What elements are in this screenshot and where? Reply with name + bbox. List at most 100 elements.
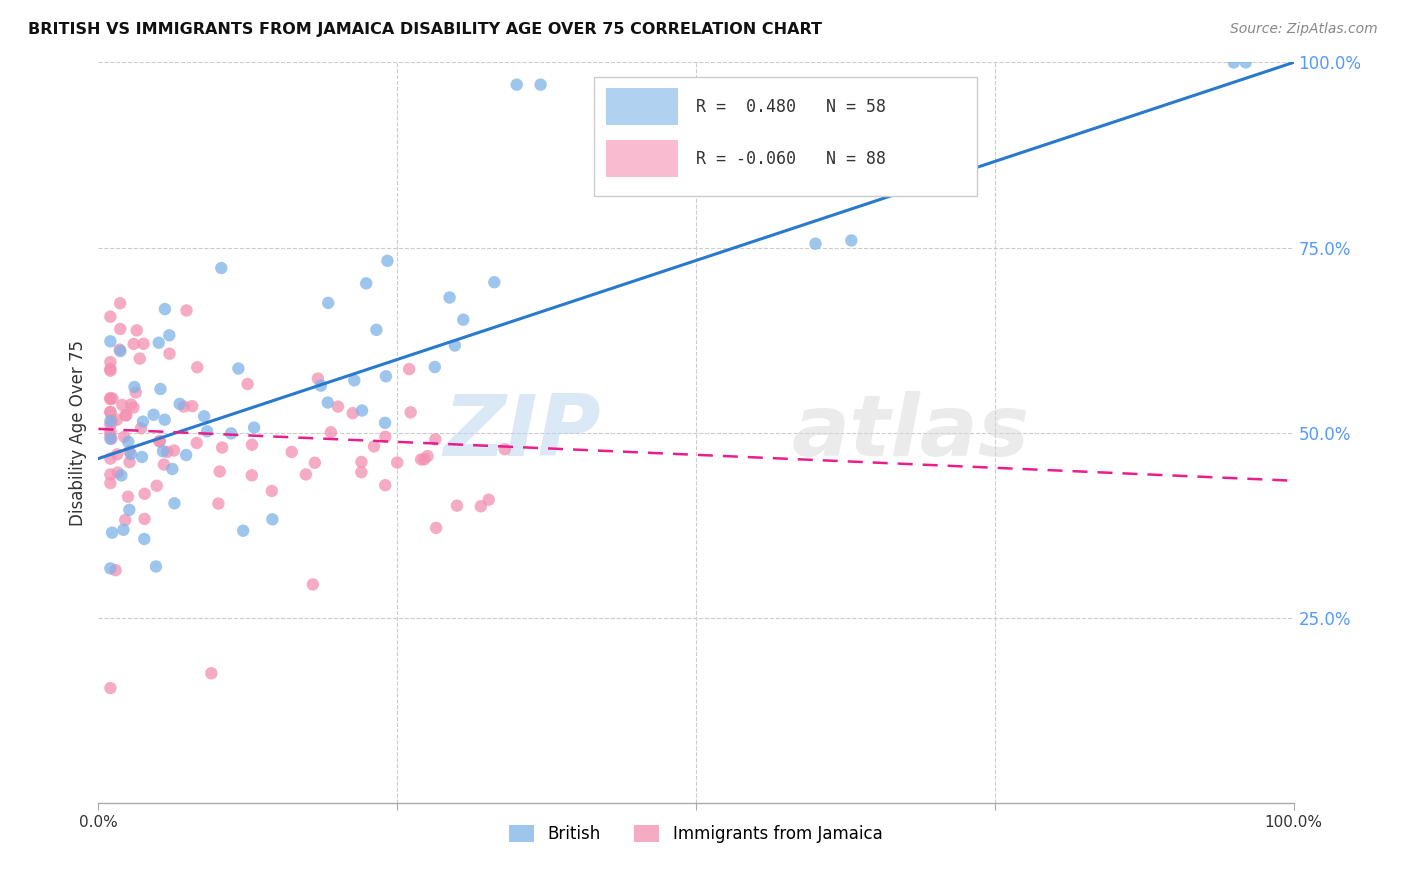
Y-axis label: Disability Age Over 75: Disability Age Over 75 <box>69 340 87 525</box>
Point <box>186 436 208 450</box>
Point <box>112 430 135 444</box>
Point <box>236 376 259 391</box>
Point <box>98 418 122 433</box>
Point <box>98 476 122 491</box>
Point <box>159 346 181 360</box>
Point <box>411 452 433 467</box>
Point <box>148 434 170 449</box>
Point <box>163 443 186 458</box>
Point <box>104 563 127 577</box>
Point <box>841 234 863 248</box>
Point <box>506 78 529 92</box>
Point <box>98 405 122 419</box>
Point <box>176 303 198 318</box>
Point <box>114 409 136 423</box>
Point <box>243 420 266 434</box>
Point <box>240 438 263 452</box>
Text: atlas: atlas <box>792 391 1029 475</box>
Point <box>354 277 377 291</box>
Point <box>804 236 827 251</box>
Text: BRITISH VS IMMIGRANTS FROM JAMAICA DISABILITY AGE OVER 75 CORRELATION CHART: BRITISH VS IMMIGRANTS FROM JAMAICA DISAB… <box>28 22 823 37</box>
Point <box>153 413 176 427</box>
Point <box>108 296 131 310</box>
Point <box>228 361 250 376</box>
Point <box>193 409 215 424</box>
Point <box>385 456 409 470</box>
Point <box>117 490 139 504</box>
Point <box>142 408 165 422</box>
Point <box>374 478 396 492</box>
Point <box>342 406 364 420</box>
Point <box>374 369 396 384</box>
Point <box>494 442 516 457</box>
Point <box>352 403 374 417</box>
Point <box>122 401 145 415</box>
Point <box>343 373 366 387</box>
Point <box>110 468 132 483</box>
Point <box>117 434 139 449</box>
Text: R = -0.060   N = 88: R = -0.060 N = 88 <box>696 150 886 168</box>
Point <box>219 426 242 441</box>
Point <box>118 455 141 469</box>
Point <box>98 681 122 695</box>
Point <box>98 467 122 482</box>
Point <box>105 447 128 461</box>
Point <box>115 409 138 423</box>
Point <box>111 398 134 412</box>
Point <box>174 448 197 462</box>
Point <box>156 445 179 459</box>
Point <box>98 392 122 406</box>
Point <box>530 78 553 92</box>
Point <box>173 400 195 414</box>
Point <box>416 449 439 463</box>
Bar <box>606 140 678 178</box>
Point <box>439 291 461 305</box>
Point <box>98 561 122 575</box>
Point <box>209 260 232 275</box>
Point <box>326 400 349 414</box>
Point <box>125 323 148 337</box>
Point <box>423 359 446 374</box>
Text: ZIP: ZIP <box>443 391 600 475</box>
Point <box>316 395 339 409</box>
Point <box>350 465 373 479</box>
Point <box>186 360 208 375</box>
Point <box>169 397 191 411</box>
Point <box>110 344 132 359</box>
FancyBboxPatch shape <box>595 78 977 195</box>
Point <box>413 452 436 467</box>
Point <box>124 380 146 394</box>
Point <box>484 275 506 289</box>
Point <box>363 439 385 453</box>
Point <box>453 312 475 326</box>
Point <box>207 497 229 511</box>
Point <box>262 512 284 526</box>
Point <box>157 328 180 343</box>
Point <box>149 434 172 449</box>
Point <box>101 392 124 406</box>
Point <box>1234 55 1257 70</box>
Point <box>134 532 156 546</box>
Point <box>134 487 156 501</box>
Point <box>280 445 302 459</box>
Point <box>425 521 447 535</box>
Point <box>98 428 122 442</box>
Point <box>131 450 153 464</box>
Point <box>105 413 128 427</box>
Point <box>240 468 263 483</box>
Point <box>319 425 342 440</box>
Point <box>195 425 218 439</box>
Point <box>107 466 129 480</box>
Point <box>112 523 135 537</box>
Point <box>153 302 176 317</box>
Point <box>350 455 373 469</box>
Point <box>98 432 122 446</box>
Point <box>162 462 184 476</box>
Point <box>211 441 233 455</box>
Point <box>260 483 283 498</box>
Point <box>98 414 122 428</box>
Point <box>374 430 396 444</box>
Point <box>148 335 170 350</box>
Point <box>110 322 132 336</box>
Point <box>478 492 501 507</box>
